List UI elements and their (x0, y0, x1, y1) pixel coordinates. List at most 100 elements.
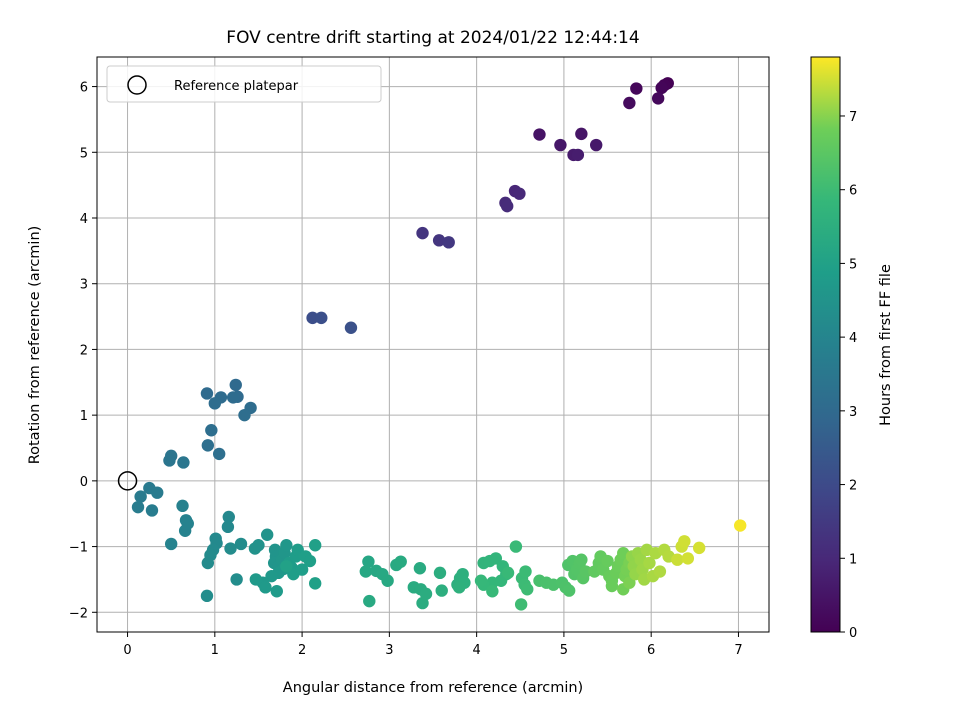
scatter-points (131, 77, 747, 611)
scatter-point (509, 540, 523, 553)
x-tick-label: 7 (734, 643, 742, 658)
legend-label-reference-platepar: Reference platepar (174, 79, 299, 94)
scatter-point (394, 555, 407, 568)
colorbar-tick-label: 7 (849, 110, 857, 125)
scatter-point (134, 490, 147, 503)
scatter-point (671, 553, 684, 566)
scatter-point (259, 581, 272, 594)
scatter-point (303, 554, 317, 568)
x-tick-label: 0 (123, 643, 131, 658)
scatter-point (201, 439, 215, 452)
plot-frame (96, 56, 770, 633)
colorbar-tick-label: 2 (849, 479, 857, 494)
scatter-point (501, 566, 515, 580)
y-tick-label: −1 (69, 541, 88, 556)
scatter-point (178, 524, 192, 537)
scatter-point (381, 574, 394, 587)
colorbar-tick-label: 5 (849, 257, 857, 272)
scatter-point (432, 234, 446, 247)
x-tick-label: 1 (211, 643, 219, 658)
scatter-point (643, 556, 656, 570)
scatter-point (280, 560, 293, 573)
grid (97, 57, 769, 632)
scatter-point (623, 96, 636, 110)
legend-box (106, 65, 382, 103)
x-tick-label: 3 (385, 643, 393, 658)
scatter-point (651, 92, 665, 105)
scatter-point (533, 128, 546, 141)
scatter-point (362, 555, 375, 568)
legend-hollow-circle-icon (127, 75, 147, 95)
scatter-point (416, 226, 429, 240)
scatter-point (201, 556, 215, 570)
colorbar-label: Hours from first FF file (878, 264, 894, 426)
scatter-point (419, 587, 433, 601)
scatter-point (435, 584, 448, 597)
scatter-point (295, 563, 309, 576)
scatter-point (205, 424, 218, 437)
x-tick-marks: 0 1 2 3 4 5 6 7 (123, 632, 743, 658)
scatter-point (601, 554, 614, 568)
scatter-point (163, 454, 176, 467)
scatter-point (734, 519, 747, 532)
scatter-point (230, 573, 243, 586)
scatter-point (521, 583, 534, 596)
scatter-point (653, 565, 667, 578)
y-tick-label: 6 (80, 81, 88, 96)
scatter-point (519, 565, 532, 578)
scatter-point (221, 520, 235, 534)
scatter-point (442, 236, 455, 249)
scatter-point (359, 565, 372, 578)
scatter-point (177, 456, 190, 469)
scatter-point (270, 585, 283, 598)
scatter-point (413, 562, 427, 575)
scatter-point (514, 598, 528, 611)
scatter-point (151, 486, 164, 499)
scatter-point (452, 581, 466, 594)
y-tick-label: 0 (80, 475, 88, 490)
scatter-point (224, 542, 237, 555)
scatter-point (590, 138, 603, 152)
scatter-point (579, 565, 592, 578)
scatter-point (678, 535, 691, 548)
scatter-point (308, 577, 322, 590)
scatter-point (655, 81, 668, 95)
scatter-point (229, 378, 242, 392)
scatter-point (692, 541, 706, 555)
scatter-point (265, 569, 278, 583)
scatter-point (145, 504, 159, 517)
scatter-point (575, 127, 588, 141)
scatter-point (176, 499, 189, 513)
scatter-point (212, 447, 226, 461)
scatter-point (554, 138, 567, 152)
x-tick-label: 2 (298, 643, 306, 658)
y-tick-label: 4 (80, 212, 88, 227)
x-tick-label: 6 (647, 643, 655, 658)
scatter-point (222, 510, 235, 524)
scatter-point (249, 573, 263, 586)
y-tick-label: −2 (69, 606, 88, 621)
scatter-point (200, 589, 214, 603)
y-axis-label: Rotation from reference (arcmin) (27, 226, 43, 465)
scatter-point (234, 537, 248, 551)
scatter-point (344, 321, 358, 334)
scatter-point (630, 82, 643, 95)
scatter-point (252, 539, 265, 552)
y-tick-marks: −2 −1 0 1 2 3 4 5 6 (69, 81, 97, 621)
scatter-point (433, 566, 447, 580)
scatter-point (486, 585, 499, 598)
colorbar-tick-label: 0 (849, 626, 857, 641)
scatter-point (260, 528, 274, 541)
scatter-point (623, 576, 636, 589)
colorbar-ticks: 0 1 2 3 4 5 6 7 (840, 110, 857, 641)
scatter-point (681, 552, 695, 565)
scatter-point (571, 148, 585, 162)
y-tick-label: 2 (80, 343, 88, 358)
scatter-point (562, 584, 576, 597)
scatter-point (280, 539, 293, 552)
x-axis-label: Angular distance from reference (arcmin) (283, 680, 583, 696)
scatter-point (238, 408, 251, 422)
colorbar-tick-label: 3 (849, 405, 857, 420)
scatter-point (308, 539, 322, 552)
